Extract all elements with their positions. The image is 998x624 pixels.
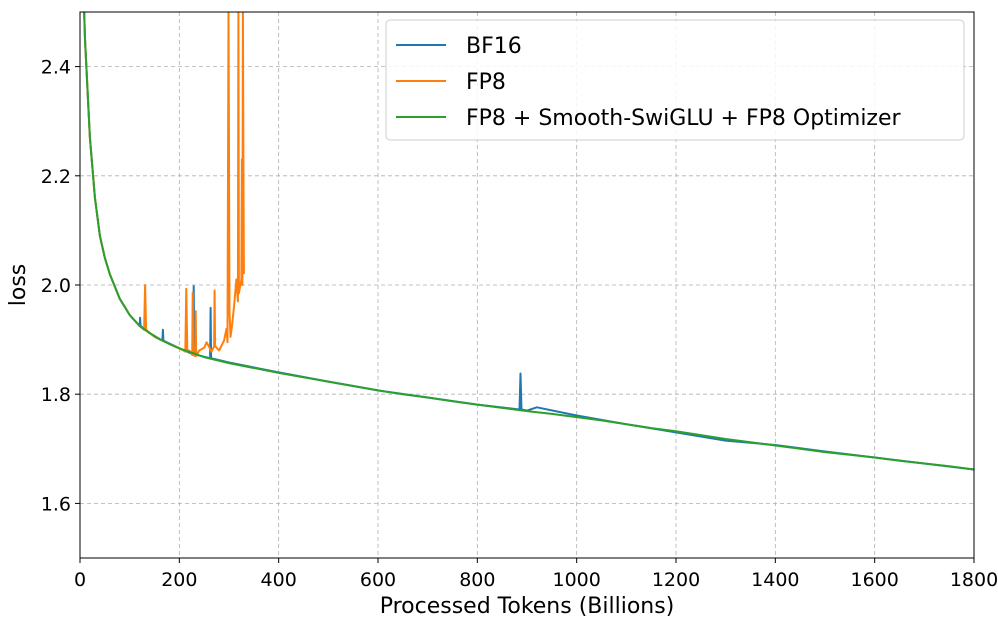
- x-tick-label: 1000: [552, 569, 600, 591]
- x-tick-label: 200: [161, 569, 197, 591]
- legend-box: [385, 19, 965, 141]
- legend-label-fp8: FP8: [466, 70, 506, 95]
- legend-label-bf16: BF16: [466, 34, 522, 59]
- y-tick-label: 2.4: [41, 57, 71, 79]
- y-tick-label: 2.2: [41, 166, 71, 188]
- x-tick-label: 1200: [652, 569, 700, 591]
- y-axis-title: loss: [6, 264, 31, 307]
- legend: BF16 FP8 FP8 + Smooth-SwiGLU + FP8 Optim…: [385, 19, 965, 141]
- y-tick-label: 1.6: [41, 493, 71, 515]
- y-axis-ticks: 1.6 1.8 2.0 2.2 2.4: [41, 57, 80, 515]
- series-layer: [83, 12, 974, 471]
- x-tick-label: 400: [261, 569, 297, 591]
- x-tick-label: 0: [74, 569, 86, 591]
- x-axis-title: Processed Tokens (Billions): [380, 594, 675, 619]
- x-tick-label: 1600: [850, 569, 898, 591]
- x-tick-label: 1800: [950, 569, 998, 591]
- x-tick-label: 600: [360, 569, 396, 591]
- x-axis-ticks: 0 200 400 600 800 1000 1200 1400 1600 1800: [74, 558, 998, 591]
- y-tick-label: 1.8: [41, 384, 71, 406]
- y-tick-label: 2.0: [41, 275, 71, 297]
- x-tick-label: 1400: [751, 569, 799, 591]
- series-line-fp8-smooth-swiglu: [83, 12, 974, 471]
- x-tick-label: 800: [459, 569, 495, 591]
- legend-label-fp8-smooth-swiglu: FP8 + Smooth-SwiGLU + FP8 Optimizer: [466, 106, 902, 131]
